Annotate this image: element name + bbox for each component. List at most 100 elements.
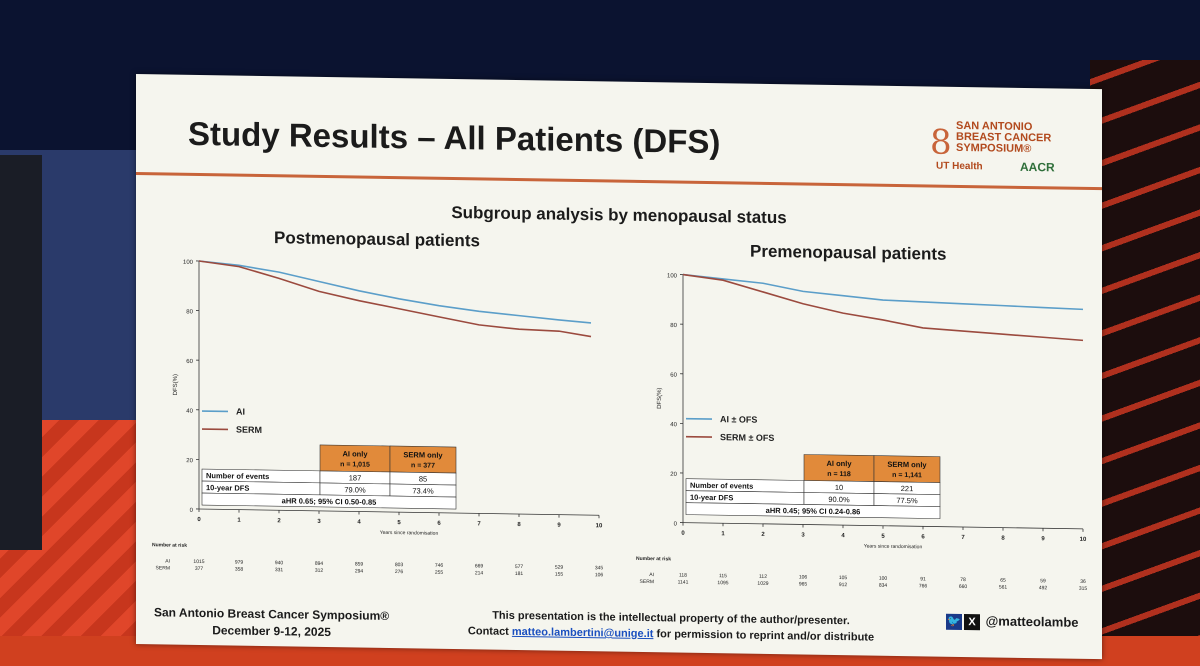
x-tick-label: 4	[357, 519, 361, 525]
table-value: 79.0%	[344, 485, 366, 494]
at-risk-value: 894	[315, 561, 324, 567]
at-risk-value: 331	[275, 567, 284, 573]
presentation-slide: Study Results – All Patients (DFS) 8 SAN…	[136, 74, 1102, 660]
x-tick-label: 8	[517, 522, 521, 528]
table-footer-cell	[201, 492, 457, 510]
table-row-label: Number of events	[690, 481, 753, 491]
y-tick-label: 20	[186, 458, 193, 464]
table-header-label: AI only	[342, 449, 368, 458]
y-tick-label: 40	[186, 409, 193, 415]
footer-symposium: San Antonio Breast Cancer Symposium® Dec…	[154, 605, 390, 640]
at-risk-value: 65	[1000, 578, 1006, 584]
at-risk-value: 1015	[193, 559, 204, 565]
table-value: 77.5%	[896, 496, 918, 505]
x-tick-label: 9	[1041, 536, 1045, 542]
x-tick-label: 6	[437, 521, 441, 527]
series-line-serm	[682, 273, 1084, 342]
at-risk-row-label: SERM	[640, 579, 654, 585]
at-risk-value: 1095	[717, 580, 728, 586]
ut-health-logo: UT Health	[936, 160, 983, 173]
twitter-bird-icon: 🐦	[946, 613, 962, 630]
at-risk-value: 118	[679, 573, 687, 579]
at-risk-value: 940	[275, 560, 284, 566]
table-header-label: AI only	[826, 459, 852, 468]
x-tick-label: 1	[721, 531, 725, 537]
table-header-label: n = 1,015	[340, 461, 370, 468]
x-tick-label: 7	[961, 535, 965, 541]
at-risk-value: 214	[475, 570, 484, 576]
x-tick-label: 5	[397, 520, 401, 526]
at-risk-value: 859	[355, 561, 364, 567]
at-risk-value: 577	[515, 564, 524, 570]
at-risk-value: 106	[595, 572, 604, 578]
right-panel-title: Premenopausal patients	[750, 241, 947, 264]
at-risk-value: 155	[555, 572, 564, 578]
table-header-label: n = 377	[411, 462, 435, 469]
table-value: 221	[901, 484, 914, 493]
y-tick-label: 100	[183, 260, 194, 266]
x-tick-label: 6	[921, 534, 925, 540]
x-tick-label: 0	[681, 531, 685, 537]
at-risk-value: 669	[475, 563, 484, 569]
logo-text: SAN ANTONIO BREAST CANCER SYMPOSIUM®	[956, 119, 1052, 156]
left-panel-title: Postmenopausal patients	[274, 228, 480, 251]
logo-mark-icon: 8	[930, 122, 952, 163]
table-value: 187	[349, 473, 362, 482]
x-tick-label: 9	[557, 523, 561, 529]
y-tick-label: 60	[670, 373, 677, 379]
y-tick-label: 80	[186, 309, 193, 315]
at-risk-value: 255	[435, 570, 444, 576]
legend-label: AI	[236, 407, 245, 417]
footer-copyright: This presentation is the intellectual pr…	[467, 609, 875, 644]
series-line-ai	[198, 260, 592, 324]
series-line-serm	[198, 260, 592, 338]
at-risk-value: 912	[839, 582, 848, 588]
x-tick-label: 5	[881, 534, 885, 540]
x-tick-label: 0	[197, 517, 201, 523]
at-risk-value: 529	[555, 565, 564, 571]
at-risk-value: 276	[395, 569, 404, 575]
at-risk-value: 766	[919, 583, 928, 589]
y-axis-label: DFS(%)	[173, 374, 179, 395]
table-footer-label: aHR 0.65; 95% CI 0.50-0.85	[282, 496, 377, 506]
at-risk-value: 59	[1040, 578, 1046, 584]
x-tick-label: 3	[801, 532, 805, 538]
x-tick-label: 7	[477, 521, 481, 527]
x-tick-label: 1	[237, 518, 241, 524]
table-header-label: SERM only	[887, 460, 927, 470]
at-risk-row-label: AI	[649, 572, 654, 578]
contact-email-link[interactable]: matteo.lambertini@unige.it	[511, 625, 654, 641]
table-header-label: SERM only	[403, 450, 443, 460]
table-row-label: 10-year DFS	[690, 493, 733, 503]
series-line-ai	[682, 273, 1084, 311]
y-tick-label: 20	[670, 472, 677, 478]
x-tick-label: 4	[841, 533, 845, 539]
y-axis-label: DFS(%)	[657, 388, 663, 409]
at-risk-value: 358	[235, 567, 244, 573]
table-header-label: n = 1,141	[892, 472, 922, 479]
y-tick-label: 60	[186, 359, 193, 365]
at-risk-value: 979	[235, 560, 244, 566]
at-risk-value: 1029	[757, 581, 768, 587]
at-risk-value: 803	[395, 562, 404, 568]
at-risk-value: 106	[799, 574, 808, 580]
at-risk-value: 294	[355, 568, 364, 574]
background-right-pattern	[1090, 60, 1200, 666]
legend-label: SERM	[236, 425, 262, 435]
at-risk-value: 746	[435, 563, 444, 569]
at-risk-value: 1141	[678, 580, 689, 586]
legend-label: SERM ± OFS	[720, 432, 774, 443]
at-risk-value: 315	[1079, 586, 1088, 592]
table-header-label: n = 118	[827, 471, 851, 478]
at-risk-value: 100	[879, 576, 888, 582]
y-tick-label: 0	[674, 521, 678, 527]
at-risk-value: 112	[759, 574, 767, 580]
at-risk-value: 834	[879, 583, 888, 589]
x-axis-label: Years since randomisation	[864, 543, 923, 550]
at-risk-value: 660	[959, 584, 968, 590]
table-footer-label: aHR 0.45; 95% CI 0.24-0.86	[766, 506, 861, 516]
x-tick-label: 2	[761, 532, 765, 538]
x-tick-label: 2	[277, 518, 281, 524]
